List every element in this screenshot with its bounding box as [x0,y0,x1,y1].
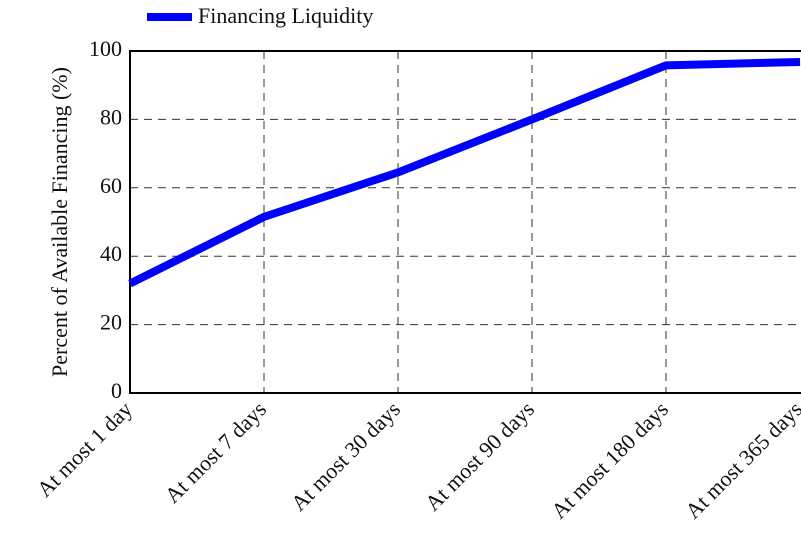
y-tick-label: 0 [111,378,122,403]
x-tick-label: At most 90 days [420,396,539,515]
x-tick-label: At most 7 days [160,396,271,507]
y-tick-label: 60 [100,173,122,198]
x-tick-label: At most 365 days [680,396,801,523]
x-tick-label: At most 180 days [546,396,673,523]
y-axis-label: Percent of Available Financing (%) [47,67,72,377]
x-tick-label: At most 1 day [32,396,137,501]
y-tick-label: 100 [89,36,122,61]
y-tick-label: 80 [100,104,122,129]
legend-label: Financing Liquidity [198,3,373,28]
y-tick-label: 40 [100,241,122,266]
x-tick-label: At most 30 days [286,396,405,515]
plot-frame [129,50,801,394]
line-series [128,57,801,288]
y-tick-label: 20 [100,310,122,335]
